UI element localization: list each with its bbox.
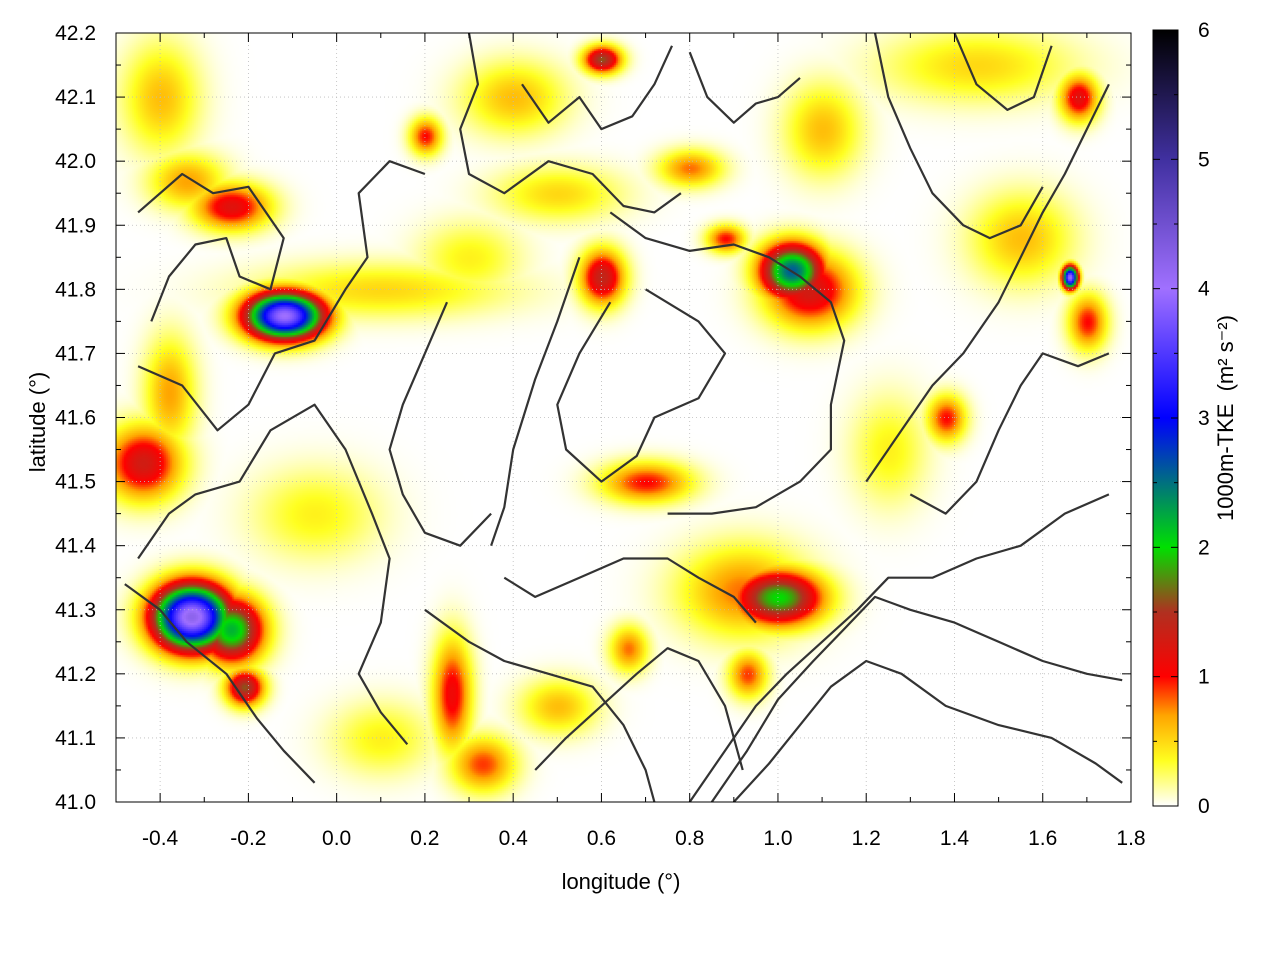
y-tick-label: 41.3 <box>55 599 96 622</box>
colorbar-tick-label: 5 <box>1198 148 1210 171</box>
contour-line <box>521 45 674 131</box>
contour-line <box>710 595 1123 802</box>
y-tick-label: 41.2 <box>55 663 96 686</box>
contour-line <box>137 172 285 322</box>
y-tick-label: 41.0 <box>55 791 96 814</box>
y-tick-label: 41.9 <box>55 214 96 237</box>
contour-line <box>503 557 757 624</box>
heatmap-raster <box>116 33 1131 802</box>
y-tick-label: 41.5 <box>55 471 96 494</box>
axis-ticks: -0.4 -0.2 0.0 0.2 0.4 0.6 0.8 1.0 1.2 1.4 1.6 1.8 41… <box>55 22 1145 850</box>
contour-line <box>459 33 682 214</box>
contour-line <box>388 301 492 547</box>
x-tick-label: -0.4 <box>142 827 179 850</box>
x-tick-label: 0.8 <box>675 827 704 850</box>
colorbar-unit: (m² s⁻²) <box>1213 315 1238 391</box>
y-tick-label: 41.8 <box>55 278 96 301</box>
colorbar-tick-label: 2 <box>1198 536 1210 559</box>
colorbar-tick-label: 3 <box>1198 407 1210 430</box>
y-axis-label: latitude (°) <box>25 372 50 473</box>
heatmap-field <box>116 33 1131 802</box>
x-tick-label: 1.0 <box>763 827 792 850</box>
colorbar-tick-label: 1 <box>1198 666 1210 689</box>
x-tick-label: 1.8 <box>1116 827 1145 850</box>
x-tick-label: 1.4 <box>940 827 970 850</box>
x-tick-label: 0.6 <box>587 827 616 850</box>
y-tick-label: 42.1 <box>55 86 96 109</box>
contour-line <box>909 352 1110 515</box>
colorbar-label: 1000m-TKE (m² s⁻²) <box>1213 315 1238 521</box>
contour-line <box>688 493 1110 802</box>
x-tick-label: 1.6 <box>1028 827 1057 850</box>
x-tick-label: 0.2 <box>410 827 439 850</box>
grid-lines <box>116 33 1131 802</box>
y-tick-label: 42.0 <box>55 150 96 173</box>
contour-line <box>732 659 1123 802</box>
y-tick-label: 41.4 <box>55 535 96 558</box>
contour-line <box>556 288 727 483</box>
colorbar-tick-label: 0 <box>1198 795 1210 818</box>
colorbar-quantity: 1000m-TKE <box>1213 404 1238 521</box>
x-tick-label: 1.2 <box>852 827 881 850</box>
x-tick-label: 0.0 <box>322 827 351 850</box>
contour-line <box>609 211 846 515</box>
contour-line <box>424 608 656 802</box>
contour-line <box>490 256 581 547</box>
colorbar-ticks: 0 1 2 3 4 5 6 <box>1153 19 1210 818</box>
y-tick-label: 41.1 <box>55 727 96 750</box>
contour-line <box>865 83 1110 483</box>
contour-line <box>873 33 1044 240</box>
contour-line <box>137 160 426 432</box>
colorbar-tick-label: 4 <box>1198 278 1210 301</box>
contour-line <box>953 33 1053 111</box>
terrain-contours <box>124 33 1123 802</box>
colorbar-tick-label: 6 <box>1198 19 1210 42</box>
x-axis-label: longitude (°) <box>562 869 681 894</box>
y-tick-label: 41.7 <box>55 342 96 365</box>
x-tick-label: -0.2 <box>230 827 266 850</box>
y-tick-label: 42.2 <box>55 22 96 45</box>
x-tick-label: 0.4 <box>499 827 529 850</box>
y-tick-label: 41.6 <box>55 407 96 430</box>
contour-line <box>534 647 744 771</box>
contour-line <box>124 583 316 784</box>
contour-line <box>137 403 409 746</box>
contour-line <box>688 51 801 124</box>
